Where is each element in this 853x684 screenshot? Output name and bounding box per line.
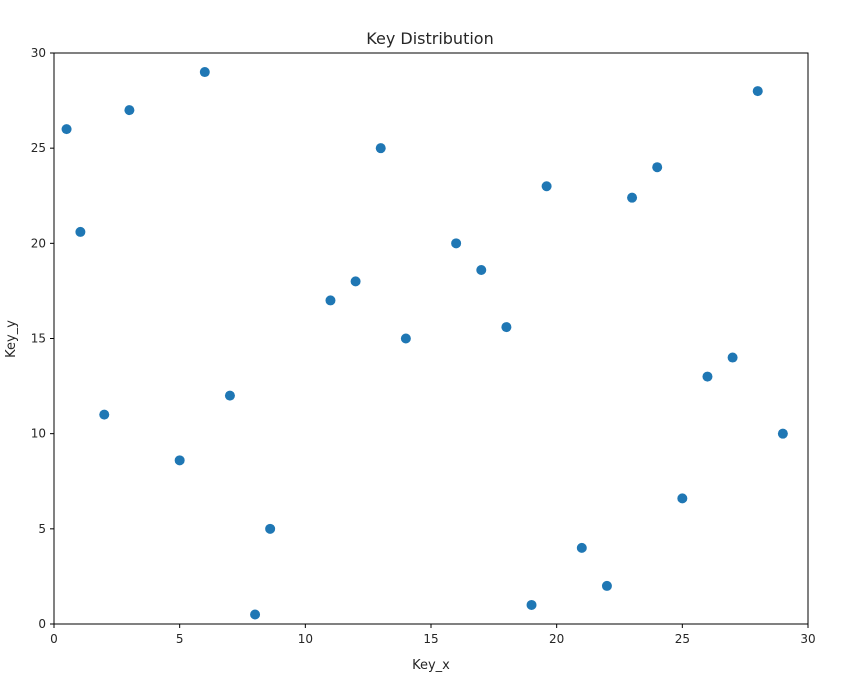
data-point — [627, 192, 638, 203]
data-point — [777, 428, 788, 439]
data-point — [652, 162, 663, 173]
data-point — [576, 542, 587, 553]
data-point — [476, 264, 487, 275]
data-point — [99, 409, 110, 420]
y-tick-label: 0 — [38, 617, 46, 631]
y-tick-label: 30 — [31, 46, 46, 60]
data-point — [541, 181, 552, 192]
data-point — [325, 295, 336, 306]
x-tick-label: 5 — [176, 632, 184, 646]
chart-title: Key Distribution — [366, 29, 493, 48]
y-tick-label: 5 — [38, 522, 46, 536]
data-point — [174, 455, 185, 466]
y-axis-label: Key_y — [4, 320, 19, 358]
data-point — [124, 105, 135, 116]
x-tick-label: 20 — [549, 632, 564, 646]
data-point — [199, 67, 210, 78]
y-tick-label: 15 — [31, 332, 46, 346]
y-axis: 0 5 10 15 20 25 30 — [31, 46, 54, 631]
data-point — [526, 599, 537, 610]
data-point — [727, 352, 738, 363]
data-point — [677, 493, 688, 504]
data-point — [752, 86, 763, 97]
data-point — [702, 371, 713, 382]
y-tick-label: 20 — [31, 236, 46, 250]
y-tick-label: 10 — [31, 427, 46, 441]
x-axis: 0 5 10 15 20 25 30 — [50, 624, 816, 646]
data-point — [400, 333, 411, 344]
y-tick-label: 25 — [31, 141, 46, 155]
data-points — [61, 67, 788, 620]
x-tick-label: 10 — [298, 632, 313, 646]
data-point — [350, 276, 361, 287]
x-tick-label: 25 — [675, 632, 690, 646]
x-axis-label: Key_x — [412, 658, 450, 673]
data-point — [375, 143, 386, 154]
data-point — [75, 226, 86, 237]
x-tick-label: 15 — [423, 632, 438, 646]
x-tick-label: 30 — [800, 632, 815, 646]
plot-area — [53, 52, 809, 625]
data-point — [601, 580, 612, 591]
data-point — [224, 390, 235, 401]
data-point — [501, 322, 512, 333]
x-tick-label: 0 — [50, 632, 58, 646]
data-point — [61, 124, 72, 135]
data-point — [265, 523, 276, 534]
data-point — [451, 238, 462, 249]
data-point — [250, 609, 261, 620]
